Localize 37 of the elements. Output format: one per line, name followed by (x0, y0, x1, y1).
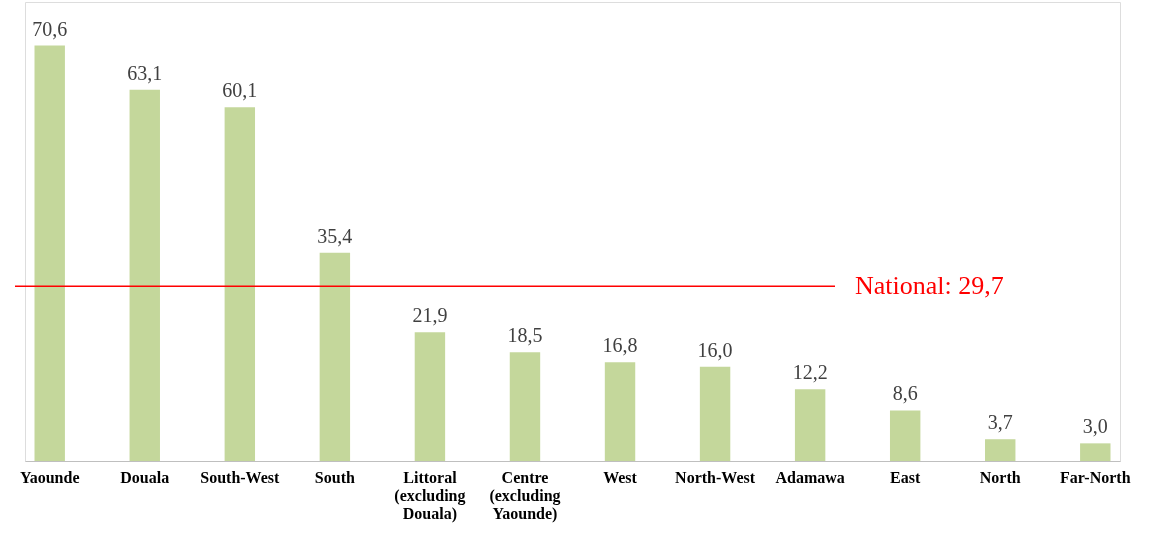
data-label: 8,6 (892, 382, 918, 405)
bar (889, 410, 921, 461)
data-label: 70,6 (32, 17, 68, 40)
x-tick-label: Centre (excluding Yaounde) (489, 468, 561, 523)
data-label: 16,8 (602, 334, 638, 357)
x-tick-label: West (603, 468, 638, 486)
bar (1080, 443, 1111, 461)
x-tick-label: East (890, 468, 921, 486)
data-label: 35,4 (317, 224, 353, 247)
bar (699, 366, 731, 461)
data-label: 21,9 (412, 304, 448, 327)
x-tick-label: Douala (120, 468, 170, 486)
data-label: 63,1 (127, 61, 163, 84)
bar (509, 352, 541, 461)
data-label: 3,0 (1082, 415, 1108, 438)
data-label: 16,0 (697, 338, 733, 361)
x-tick-label: Far-North (1060, 468, 1131, 486)
x-tick-label: Littoral (excluding Douala) (394, 468, 466, 523)
bar (604, 362, 636, 461)
x-tick-label: North (979, 468, 1021, 486)
bar (224, 107, 256, 461)
bar (34, 45, 65, 461)
bar (414, 332, 446, 461)
bar (794, 389, 826, 461)
bar (985, 439, 1016, 461)
x-tick-label: South (314, 468, 355, 486)
x-tick-label: Adamawa (775, 468, 845, 486)
bar (129, 89, 160, 461)
x-tick-label: South-West (200, 468, 281, 486)
data-label: 60,1 (222, 79, 258, 102)
ref-line-label: National: 29,7 (855, 271, 1004, 301)
data-label: 18,5 (507, 324, 543, 347)
data-label: 12,2 (792, 361, 828, 384)
x-tick-label: North-West (675, 468, 756, 486)
bar (319, 252, 351, 461)
x-tick-label: Yaounde (19, 468, 80, 486)
data-label: 3,7 (987, 411, 1013, 434)
